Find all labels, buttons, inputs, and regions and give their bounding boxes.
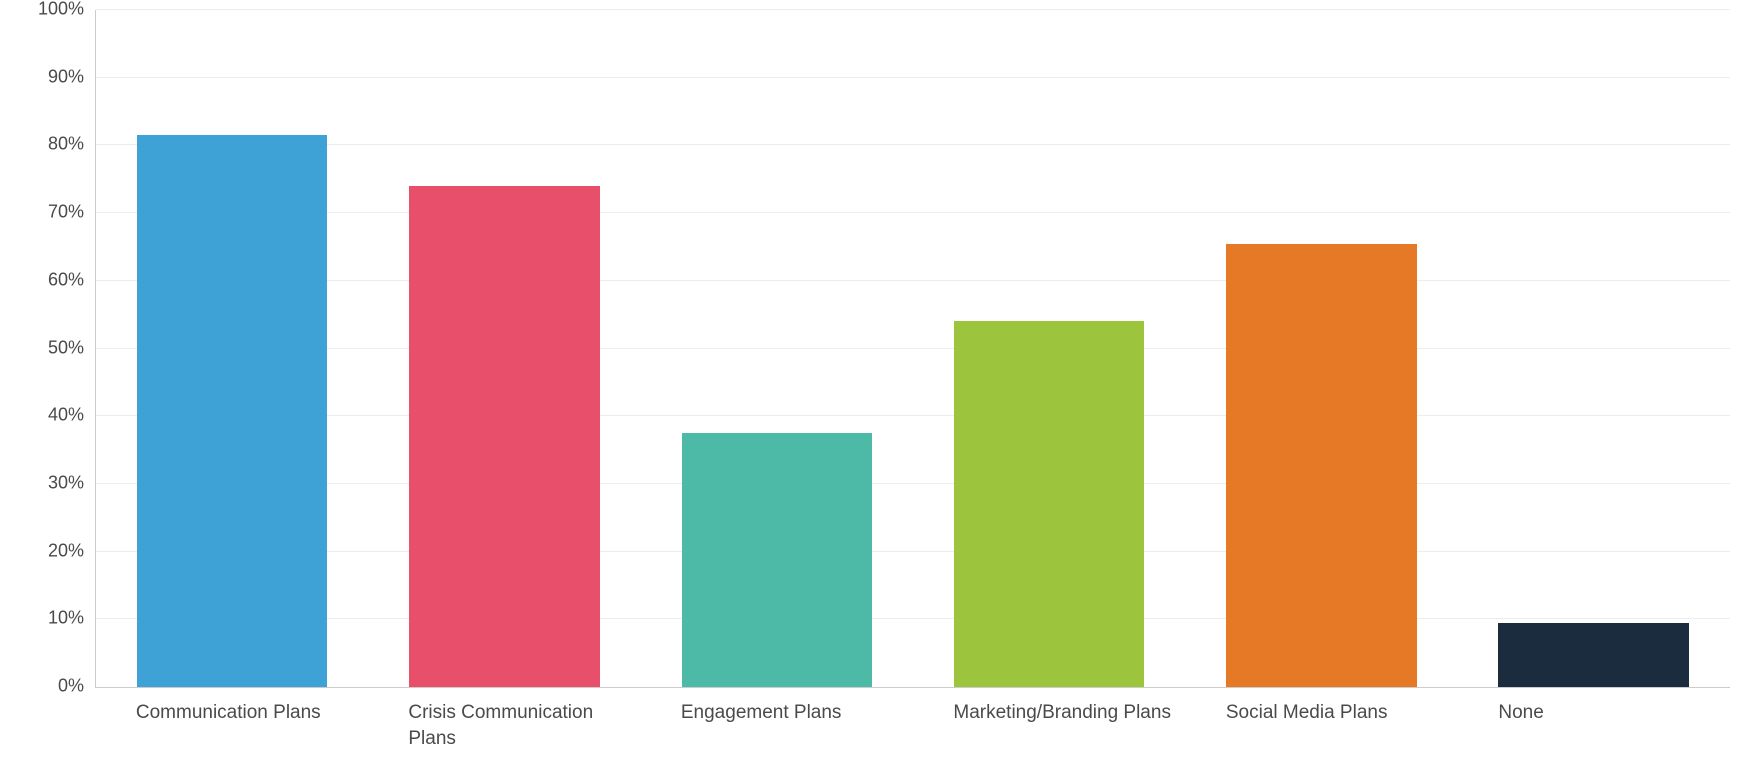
plot-area: 0%10%20%30%40%50%60%70%80%90%100% [95, 10, 1730, 688]
x-axis-label: Crisis Communication Plans [408, 700, 626, 751]
bar [1498, 623, 1689, 687]
x-axis-label: Marketing/Branding Plans [953, 700, 1171, 726]
bar [409, 186, 600, 687]
bar-slot [1185, 10, 1457, 687]
bar [1226, 244, 1417, 687]
y-tick-label: 60% [48, 269, 84, 290]
y-tick-label: 80% [48, 134, 84, 155]
y-tick-label: 20% [48, 540, 84, 561]
bar-slot [96, 10, 368, 687]
y-tick-label: 40% [48, 405, 84, 426]
bar-slot [641, 10, 913, 687]
x-label-slot: Crisis Communication Plans [368, 700, 641, 768]
y-tick-label: 100% [38, 0, 84, 20]
y-tick-label: 50% [48, 337, 84, 358]
x-axis-label: None [1498, 700, 1716, 726]
x-label-slot: Marketing/Branding Plans [913, 700, 1186, 768]
x-label-slot: Communication Plans [95, 700, 368, 768]
x-axis-label: Communication Plans [136, 700, 354, 726]
bar-slot [368, 10, 640, 687]
y-tick-label: 30% [48, 472, 84, 493]
bar-slot [1458, 10, 1730, 687]
x-label-slot: None [1458, 700, 1731, 768]
bar [137, 135, 328, 687]
bar [954, 321, 1145, 687]
bar-slot [913, 10, 1185, 687]
bar-chart: 0%10%20%30%40%50%60%70%80%90%100% Commun… [0, 0, 1760, 768]
x-axis-label: Social Media Plans [1226, 700, 1444, 726]
y-tick-label: 0% [58, 676, 84, 697]
bar [682, 433, 873, 687]
x-label-slot: Social Media Plans [1185, 700, 1458, 768]
bars-group [96, 10, 1730, 687]
y-tick-label: 10% [48, 608, 84, 629]
x-axis-labels: Communication Plans Crisis Communication … [95, 700, 1730, 768]
y-tick-label: 70% [48, 202, 84, 223]
x-label-slot: Engagement Plans [640, 700, 913, 768]
y-tick-label: 90% [48, 66, 84, 87]
x-axis-label: Engagement Plans [681, 700, 899, 726]
